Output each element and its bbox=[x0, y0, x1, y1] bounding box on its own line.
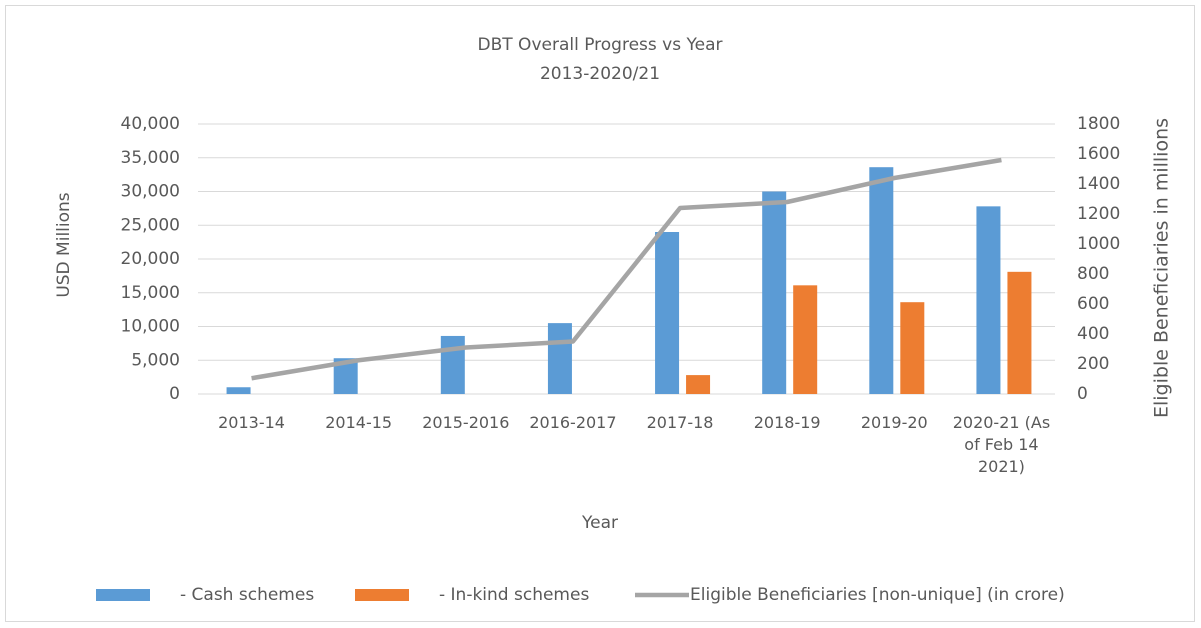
y-tick-label: 15,000 bbox=[121, 283, 180, 303]
y2-tick-label: 200 bbox=[1077, 354, 1109, 374]
y-tick-label: 30,000 bbox=[121, 182, 180, 202]
bar bbox=[900, 302, 925, 394]
x-tick-label: 2015-2016 bbox=[422, 413, 510, 432]
x-tick-label: 2017-18 bbox=[646, 413, 714, 432]
y-tick-label: 10,000 bbox=[121, 317, 180, 337]
y2-tick-label: 600 bbox=[1077, 294, 1109, 314]
x-axis-title: Year bbox=[581, 513, 618, 533]
y2-tick-label: 400 bbox=[1077, 324, 1109, 344]
y-tick-label: 35,000 bbox=[121, 148, 180, 168]
legend-swatch bbox=[96, 589, 150, 601]
legend-swatch bbox=[355, 589, 409, 601]
y2-tick-label: 0 bbox=[1077, 384, 1088, 404]
bar bbox=[655, 232, 680, 394]
y2-axis-title: Eligible Beneficiaries in millions bbox=[1151, 118, 1173, 418]
y2-tick-label: 800 bbox=[1077, 264, 1109, 284]
x-tick-label: 2019-20 bbox=[860, 413, 928, 432]
line-series bbox=[251, 157, 1002, 381]
y-tick-label: 40,000 bbox=[121, 114, 180, 134]
bar bbox=[440, 335, 465, 394]
x-tick-label: 2013-14 bbox=[218, 413, 285, 432]
y-tick-label: 20,000 bbox=[121, 249, 180, 269]
bar bbox=[547, 323, 572, 394]
x-tick-label: 2014-15 bbox=[325, 413, 393, 432]
y-axis-title: USD Millions bbox=[54, 192, 74, 297]
legend-label: Eligible Beneficiaries [non-unique] (in … bbox=[690, 585, 1065, 605]
legend-label: - Cash schemes bbox=[180, 585, 314, 605]
bar bbox=[762, 191, 787, 394]
y2-tick-label: 1400 bbox=[1077, 174, 1120, 194]
bar bbox=[976, 206, 1001, 394]
bar bbox=[869, 167, 894, 394]
y2-tick-label: 1200 bbox=[1077, 204, 1120, 224]
x-tick-label: 2018-19 bbox=[753, 413, 821, 432]
y2-tick-label: 1800 bbox=[1077, 114, 1120, 134]
x-tick-label: 2016-2017 bbox=[529, 413, 617, 432]
y-tick-label: 5,000 bbox=[131, 350, 180, 370]
legend-label: - In-kind schemes bbox=[439, 585, 589, 605]
chart-title: DBT Overall Progress vs Year bbox=[478, 35, 723, 55]
chart-subtitle: 2013-2020/21 bbox=[540, 64, 660, 84]
y-tick-label: 25,000 bbox=[121, 215, 180, 235]
bar bbox=[686, 375, 711, 394]
bar bbox=[793, 285, 818, 394]
y2-tick-label: 1000 bbox=[1077, 234, 1120, 254]
x-tick-label: 2020-21 (As of Feb 14 2021) bbox=[952, 413, 1051, 476]
bar bbox=[1007, 271, 1032, 394]
y2-tick-label: 1600 bbox=[1077, 144, 1120, 164]
bar bbox=[226, 387, 251, 394]
y-tick-label: 0 bbox=[169, 384, 180, 404]
